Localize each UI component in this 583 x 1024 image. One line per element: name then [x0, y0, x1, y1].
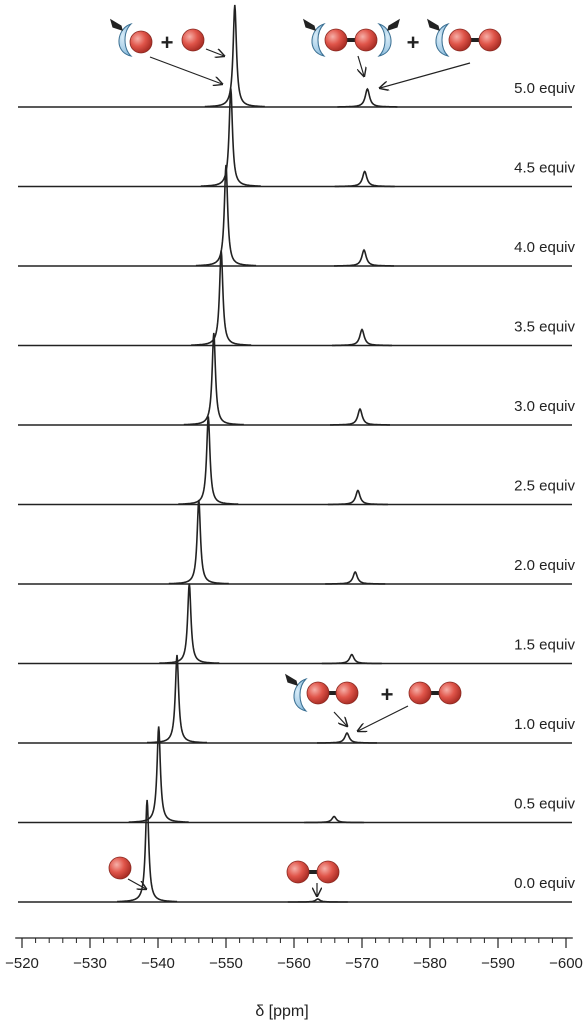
icons — [108, 19, 502, 896]
series-label: 3.0 equiv — [514, 398, 575, 415]
peak — [195, 164, 257, 267]
annotation: + — [161, 30, 174, 55]
series-label: 2.0 equiv — [514, 557, 575, 574]
peak — [325, 570, 386, 585]
x-tick-label: −590 — [481, 955, 515, 972]
series-label: 4.5 equiv — [514, 160, 575, 177]
peak — [183, 332, 244, 426]
series-label: 3.5 equiv — [514, 319, 575, 336]
peak — [327, 489, 388, 506]
series-label: 0.5 equiv — [514, 796, 575, 813]
x-tick-label: −570 — [345, 955, 379, 972]
peak — [287, 898, 348, 903]
x-tick-label: −540 — [141, 955, 175, 972]
series-label: 1.5 equiv — [514, 637, 575, 654]
peak — [330, 407, 390, 426]
series-label: 1.0 equiv — [514, 716, 575, 733]
peak — [128, 726, 189, 823]
peak — [334, 248, 394, 267]
peak — [317, 731, 377, 744]
peak — [334, 170, 395, 188]
peak — [337, 87, 398, 108]
peak — [204, 4, 265, 108]
x-tick-label: −600 — [549, 955, 583, 972]
peak — [117, 799, 178, 903]
peak — [304, 815, 365, 824]
x-tick-label: −580 — [413, 955, 447, 972]
peak — [321, 653, 382, 665]
series-label: 5.0 equiv — [514, 80, 575, 97]
series-label: 4.0 equiv — [514, 239, 575, 256]
peak — [168, 499, 229, 585]
x-axis-label: δ [ppm] — [255, 1003, 308, 1020]
annotation: + — [381, 682, 394, 707]
x-tick-label: −560 — [277, 955, 311, 972]
x-tick-label: −550 — [209, 955, 243, 972]
peak — [200, 88, 261, 187]
x-tick-label: −520 — [5, 955, 39, 972]
peak — [147, 654, 207, 744]
peak — [332, 328, 392, 347]
series-label: 2.5 equiv — [514, 478, 575, 495]
peak — [178, 416, 239, 505]
x-tick-label: −530 — [73, 955, 107, 972]
annotation: + — [407, 30, 420, 55]
peak — [159, 583, 220, 664]
series-label: 0.0 equiv — [514, 875, 575, 892]
